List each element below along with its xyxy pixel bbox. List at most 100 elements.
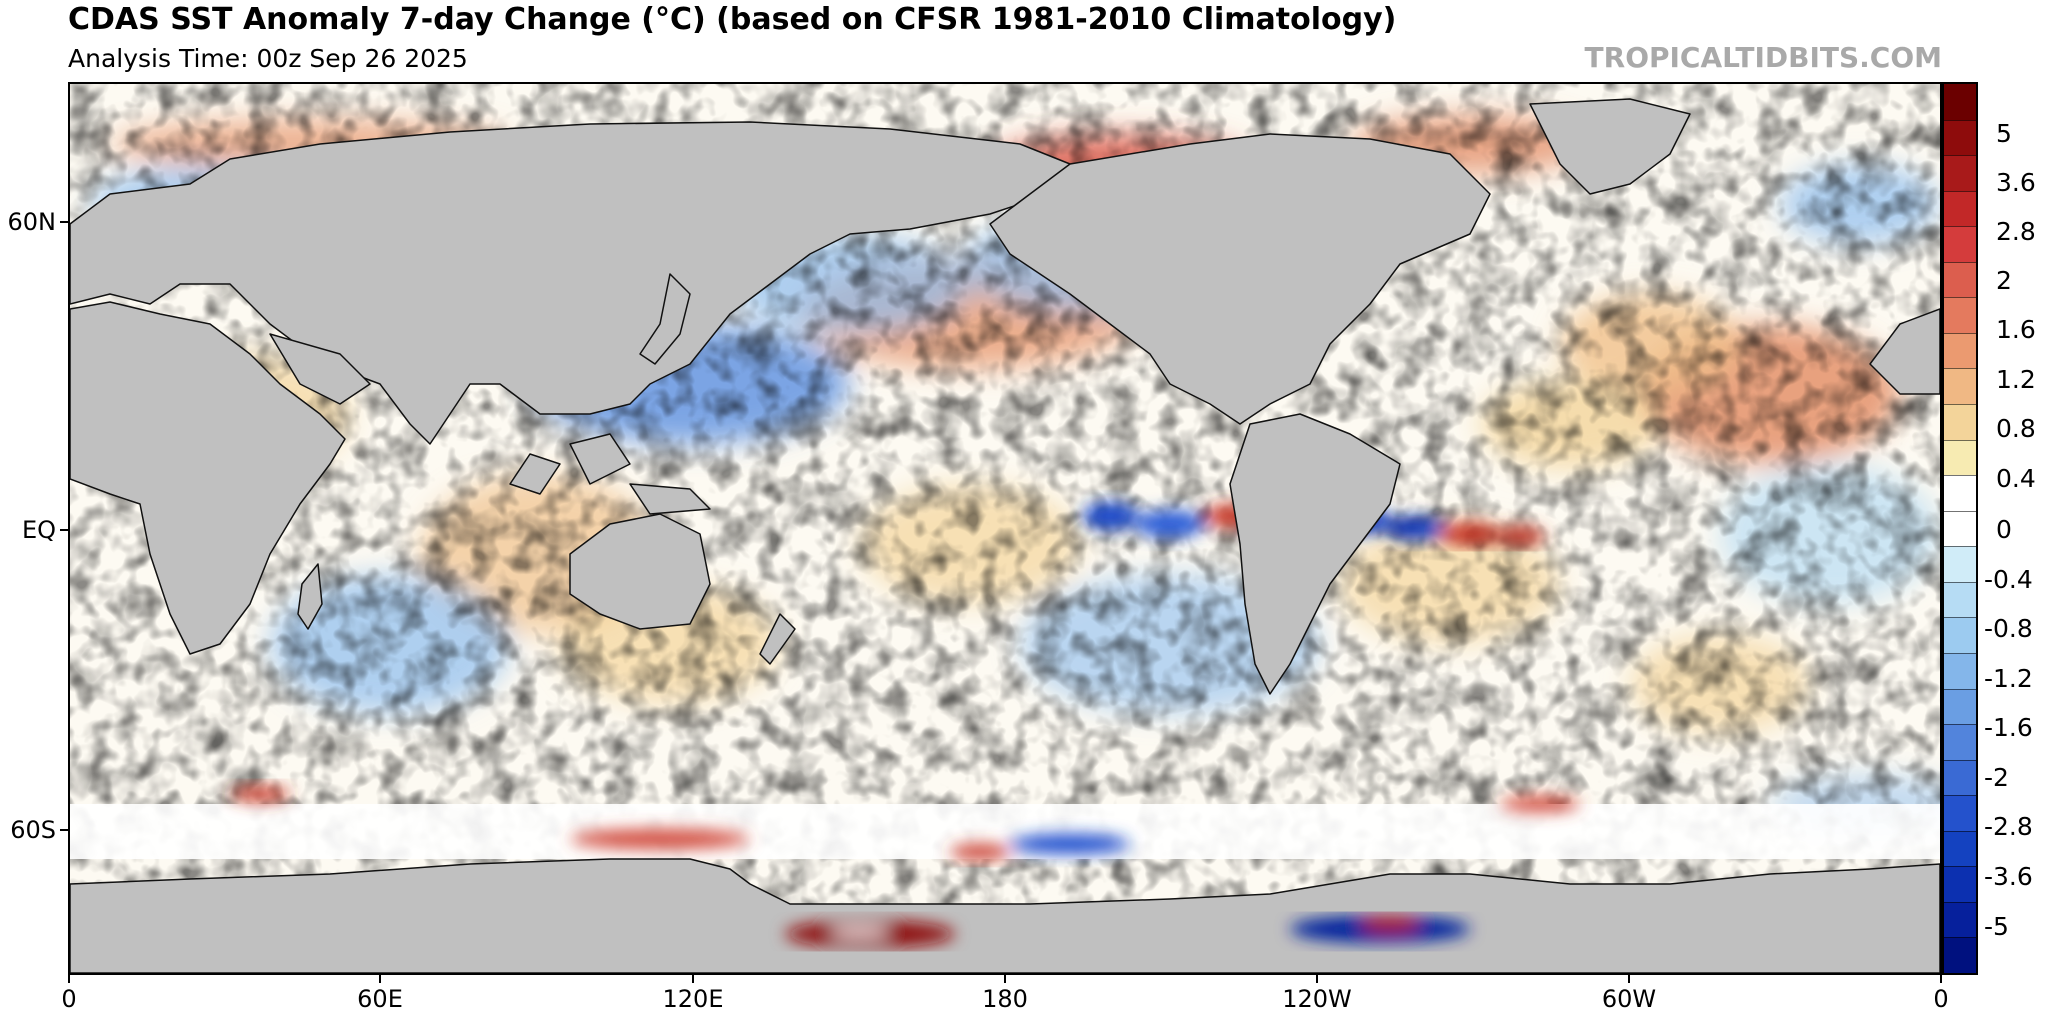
colorbar-segment	[1944, 155, 1976, 192]
colorbar-label: 0	[1996, 515, 2012, 544]
colorbar-label: -2.8	[1984, 812, 2033, 841]
colorbar-divider	[1944, 119, 1976, 121]
colorbar-divider	[1944, 830, 1976, 832]
lat-tick-eq	[60, 529, 68, 531]
colorbar-divider	[1944, 759, 1976, 761]
land-masses	[70, 98, 1940, 973]
colorbar-divider	[1944, 368, 1976, 370]
colorbar-divider	[1944, 866, 1976, 868]
lon-tick-60w	[1628, 975, 1630, 983]
colorbar-segment	[1944, 439, 1976, 476]
colorbar-segment	[1944, 652, 1976, 689]
colorbar-divider	[1944, 688, 1976, 690]
colorbar-segment	[1944, 617, 1976, 654]
lon-label-120e: 120E	[662, 985, 724, 1013]
colorbar-divider	[1944, 795, 1976, 797]
watermark: TROPICALTIDBITS.COM	[1584, 41, 1942, 74]
colorbar-segment	[1944, 581, 1976, 618]
japan	[639, 273, 691, 365]
colorbar-label: 3.6	[1996, 168, 2036, 197]
colorbar-divider	[1944, 652, 1976, 654]
colorbar-segment	[1944, 830, 1976, 867]
madagascar	[297, 563, 323, 630]
colorbar-label: 2	[1996, 266, 2012, 295]
colorbar-segment	[1944, 297, 1976, 334]
sumatra	[509, 453, 561, 495]
lat-tick-60n	[60, 221, 68, 223]
colorbar-segment	[1944, 332, 1976, 369]
south-america	[1229, 413, 1401, 695]
lon-label-120w: 120W	[1282, 985, 1352, 1013]
lon-label-0-right: 0	[1933, 985, 1949, 1013]
colorbar-segment	[1944, 688, 1976, 725]
colorbar-segment	[1944, 119, 1976, 156]
chart-title: CDAS SST Anomaly 7-day Change (°C) (base…	[68, 2, 1397, 37]
colorbar-divider	[1944, 937, 1976, 939]
colorbar-segment	[1944, 475, 1976, 512]
colorbar-segment	[1944, 226, 1976, 263]
africa	[70, 301, 346, 655]
lon-tick-0-left	[68, 975, 70, 983]
colorbar-divider	[1944, 724, 1976, 726]
colorbar-label: -0.4	[1984, 565, 2033, 594]
southern-ocean-spots	[230, 786, 1580, 860]
colorbar-divider	[1944, 439, 1976, 441]
colorbar-divider	[1944, 404, 1976, 406]
colorbar-segment	[1944, 866, 1976, 903]
lon-tick-120e	[692, 975, 694, 983]
new-guinea	[629, 483, 711, 515]
africa-east-edge	[1869, 308, 1940, 395]
colorbar-divider	[1944, 617, 1976, 619]
colorbar-label: -5	[1984, 912, 2009, 941]
colorbar-divider	[1944, 155, 1976, 157]
greenland	[1529, 98, 1691, 195]
lon-tick-180	[1004, 975, 1006, 983]
eurasia	[70, 121, 1071, 445]
antarctica	[70, 858, 1940, 973]
colorbar-segment	[1944, 510, 1976, 547]
colorbar-segment	[1944, 190, 1976, 227]
colorbar-label: 1.2	[1996, 365, 2036, 394]
lon-label-60e: 60E	[357, 985, 403, 1013]
colorbar-label: 5	[1996, 119, 2012, 148]
lat-tick-60s	[60, 829, 68, 831]
polar-seas	[785, 915, 1470, 948]
colorbar-divider	[1944, 475, 1976, 477]
colorbar-segment	[1944, 261, 1976, 298]
colorbar-label: -0.8	[1984, 614, 2033, 643]
lon-tick-120w	[1316, 975, 1318, 983]
colorbar-segment	[1944, 795, 1976, 832]
north-america	[989, 133, 1491, 425]
new-zealand	[759, 613, 796, 665]
colorbar-divider	[1944, 581, 1976, 583]
colorbar-segment	[1944, 404, 1976, 441]
colorbar-label: 0.4	[1996, 464, 2036, 493]
lon-label-180: 180	[982, 985, 1028, 1013]
colorbar-divider	[1944, 546, 1976, 548]
colorbar-divider	[1944, 226, 1976, 228]
lat-label-60n: 60N	[7, 208, 57, 236]
colorbar-label: 0.8	[1996, 414, 2036, 443]
lat-label-60s: 60S	[10, 816, 56, 844]
lon-tick-60e	[379, 975, 381, 983]
colorbar-segment	[1944, 901, 1976, 938]
colorbar-label: -1.6	[1984, 713, 2033, 742]
colorbar-divider	[1944, 297, 1976, 299]
borneo	[569, 433, 631, 485]
colorbar-label: -1.2	[1984, 664, 2033, 693]
colorbar-segment	[1944, 368, 1976, 405]
colorbar	[1942, 82, 1978, 975]
colorbar-divider	[1944, 510, 1976, 512]
arabia	[269, 333, 371, 405]
colorbar-segment	[1944, 546, 1976, 583]
colorbar-label: 1.6	[1996, 315, 2036, 344]
colorbar-label: -3.6	[1984, 862, 2033, 891]
colorbar-divider	[1944, 901, 1976, 903]
colorbar-divider	[1944, 332, 1976, 334]
lon-tick-0-right	[1940, 975, 1942, 983]
australia	[569, 513, 711, 630]
analysis-time: Analysis Time: 00z Sep 26 2025	[68, 44, 468, 73]
colorbar-divider	[1944, 261, 1976, 263]
lon-label-60w: 60W	[1601, 985, 1657, 1013]
lat-label-eq: EQ	[21, 516, 56, 544]
